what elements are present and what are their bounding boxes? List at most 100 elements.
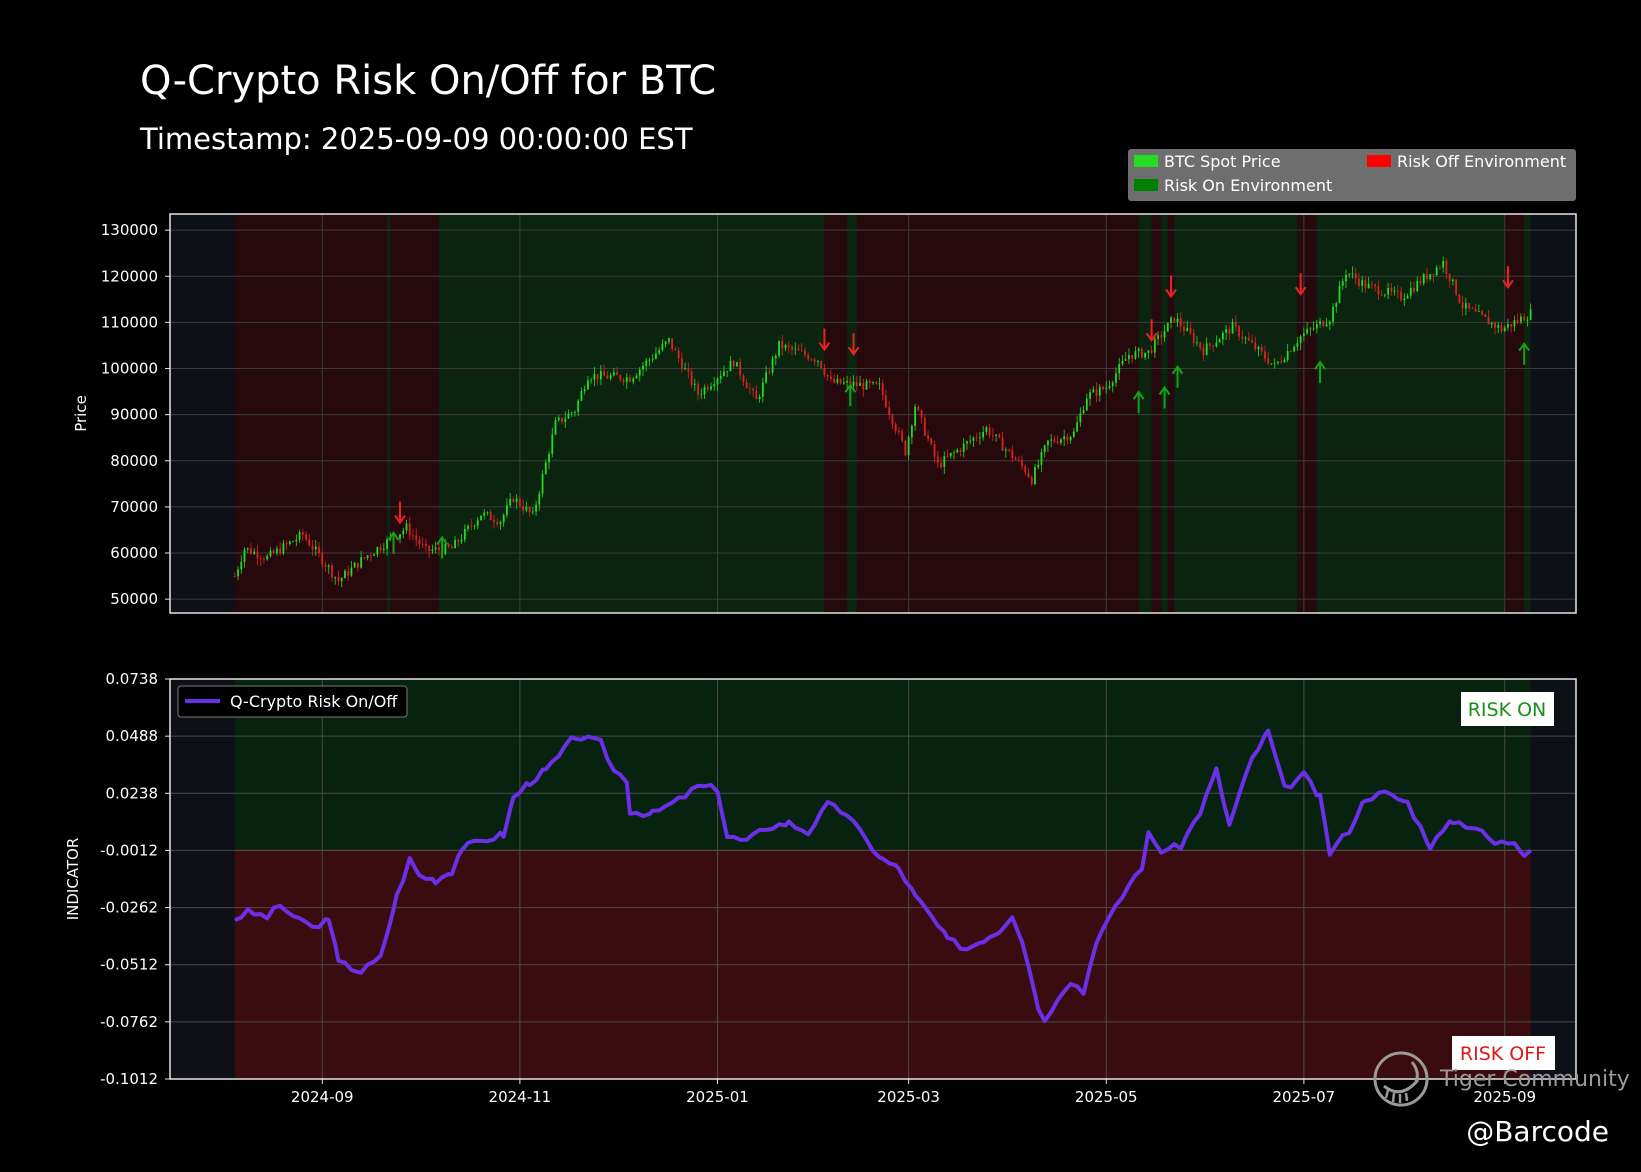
price-candle-body [237, 569, 239, 577]
price-candle-body [729, 360, 732, 372]
price-candle-body [327, 565, 330, 567]
price-candle-body [525, 507, 528, 511]
price-candle-body [1416, 281, 1419, 292]
price-candle-body [298, 532, 301, 540]
price-candle-body [1047, 440, 1049, 446]
indicator-y-tick-label: -0.0762 [100, 1013, 158, 1031]
price-candle-body [1280, 361, 1283, 363]
price-candle-body [742, 375, 745, 383]
price-candle-body [1332, 306, 1334, 322]
price-axis-label: Price [72, 395, 90, 432]
price-candle-body [1196, 342, 1198, 344]
price-candle-body [684, 368, 687, 370]
price-candle-body [499, 522, 502, 525]
price-candle-body [622, 379, 625, 382]
price-candle-body [784, 345, 787, 349]
x-tick-label: 2025-07 [1273, 1088, 1336, 1106]
price-candle-body [412, 535, 414, 537]
price-y-tick-label: 70000 [110, 498, 158, 516]
price-candle-body [1461, 302, 1464, 309]
risk-off-down-arrow-icon [1165, 275, 1177, 299]
risk-on-up-arrow-icon [1132, 390, 1145, 414]
indicator-y-tick-label: -0.0262 [100, 899, 158, 917]
indicator-line-group [234, 728, 1532, 1023]
price-candle-body [1354, 273, 1357, 279]
arrow-head [1132, 390, 1145, 400]
price-candle-body [736, 362, 738, 367]
price-candle-body [295, 539, 298, 542]
price-candle-body [1160, 335, 1163, 338]
indicator-axis-label: INDICATOR [64, 838, 82, 921]
price-candle-body [1014, 458, 1017, 460]
price-candle-body [1367, 283, 1370, 289]
arrow-head [394, 514, 406, 525]
price-candle-body [1442, 261, 1445, 268]
price-candle-body [551, 434, 554, 454]
price-candle-body [1315, 323, 1318, 329]
price-candle-body [493, 520, 495, 523]
price-candle-body [1108, 386, 1111, 388]
price-candle-body [1024, 466, 1027, 473]
price-candle-body [1513, 320, 1516, 327]
arrow-head [1145, 332, 1158, 343]
price-candle-body [927, 435, 929, 439]
price-candle-body [655, 353, 657, 359]
price-candle-body [1092, 389, 1095, 393]
price-candle-body [344, 570, 346, 579]
price-candle-body [962, 443, 965, 452]
indicator-legend: Q-Crypto Risk On/Off [177, 685, 408, 718]
price-candle-body [1225, 328, 1228, 333]
legend-entry-label: Risk On Environment [1164, 176, 1332, 195]
price-candle-body [1066, 436, 1069, 441]
price-candle-body [1277, 361, 1279, 363]
price-candle-body [356, 562, 359, 568]
x-tick-label: 2024-09 [291, 1088, 354, 1106]
price-candle-body [817, 360, 819, 362]
risk-off-down-arrow-icon [394, 501, 406, 525]
price-candle-body [690, 371, 693, 385]
price-candle-body [1529, 309, 1532, 320]
price-candle-body [360, 557, 363, 568]
price-candle-body [755, 390, 758, 400]
price-candle-body [642, 365, 644, 370]
price-candle-body [421, 543, 424, 545]
price-candle-body [969, 440, 972, 442]
watermark-brand: Tiger Community [1440, 1066, 1630, 1092]
price-candle-body [1503, 327, 1506, 332]
price-candle-body [272, 550, 275, 553]
price-candle-body [1283, 359, 1286, 362]
price-candle-body [920, 410, 923, 418]
price-candle-body [842, 382, 845, 384]
price-candle-body [1221, 332, 1224, 340]
price-candle-body [1170, 317, 1172, 323]
price-candle-body [577, 400, 580, 412]
price-candle-body [506, 505, 508, 516]
price-candle-body [991, 435, 994, 437]
price-candle-body [739, 362, 742, 376]
price-candle-body [1147, 350, 1150, 353]
price-candle-body [1500, 325, 1503, 332]
price-candle-body [797, 348, 800, 351]
regime-band-off [1297, 214, 1317, 613]
price-candle-body [1523, 316, 1526, 321]
regime-band-off [1504, 214, 1525, 613]
price-candle-body [574, 411, 576, 413]
price-candle-body [1387, 287, 1390, 295]
price-candle-body [1396, 290, 1399, 292]
price-candle-body [833, 378, 836, 383]
x-tick-label: 2024-11 [489, 1088, 552, 1106]
price-candle-body [972, 437, 975, 441]
price-candle-body [975, 437, 978, 439]
price-legend: BTC Spot Price Risk Off Environment Risk O… [1128, 149, 1576, 201]
price-candle-body [953, 452, 955, 454]
price-candle-body [1043, 445, 1046, 453]
regime-band-on [847, 214, 857, 613]
price-candle-body [1455, 279, 1458, 295]
price-candle-body [276, 548, 278, 553]
price-candle-body [778, 340, 780, 356]
price-candle-body [279, 548, 282, 554]
risk-off-down-arrow-icon [1502, 266, 1514, 289]
regime-band-on [1524, 214, 1531, 613]
price-candle-body [1144, 352, 1147, 358]
indicator-y-tick-label: -0.0512 [100, 956, 158, 974]
